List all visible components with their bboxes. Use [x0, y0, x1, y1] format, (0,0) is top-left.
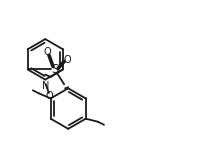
Text: O: O [63, 55, 71, 65]
Text: N: N [42, 81, 49, 91]
Text: S: S [51, 63, 59, 76]
Text: O: O [43, 47, 51, 57]
Text: O: O [46, 91, 53, 101]
